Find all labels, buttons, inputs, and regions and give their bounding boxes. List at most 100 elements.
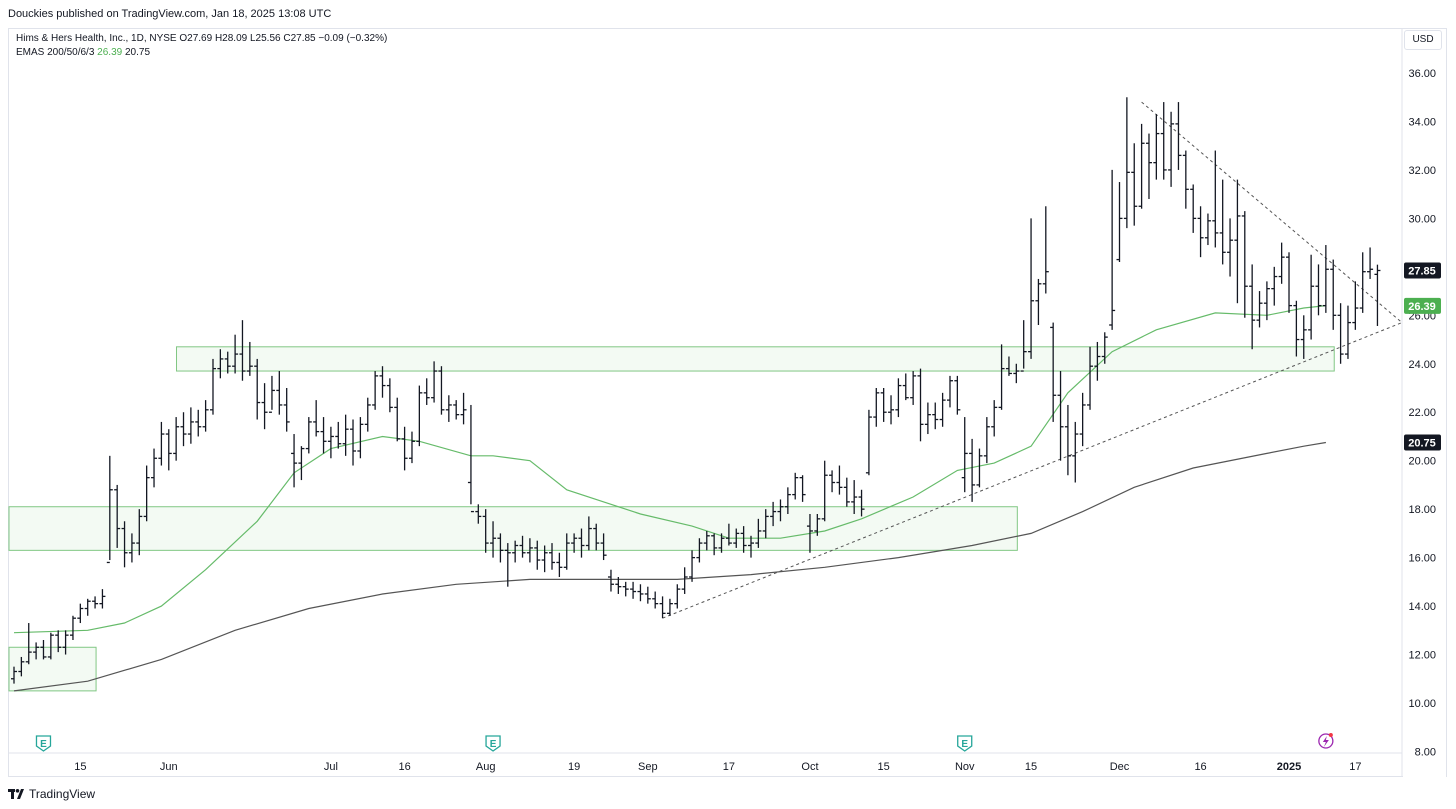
ohlc-bar bbox=[1227, 218, 1234, 277]
time-tick-label: 15 bbox=[1025, 761, 1037, 773]
ohlc-bar bbox=[1050, 322, 1057, 422]
ohlc-bar bbox=[1249, 264, 1256, 350]
ohlc-bar bbox=[25, 623, 32, 665]
ohlc-bar bbox=[1271, 266, 1278, 306]
ohlc-bar bbox=[121, 521, 128, 568]
ohlc-bar bbox=[969, 438, 976, 502]
ohlc-bar bbox=[762, 509, 769, 539]
ohlc-bar bbox=[1197, 206, 1204, 258]
ohlc-bar bbox=[556, 552, 563, 577]
price-tick-label: 10.00 bbox=[1408, 698, 1436, 710]
ohlc-bar bbox=[1168, 111, 1175, 187]
ema-label: EMAS 200/50/6/3 bbox=[16, 47, 95, 58]
ohlc-bar bbox=[1064, 404, 1071, 476]
ohlc-bar bbox=[821, 460, 828, 522]
ohlc-bar bbox=[740, 526, 747, 553]
ohlc-bar bbox=[946, 375, 953, 408]
ohlc-bar bbox=[298, 446, 305, 481]
time-tick-label: 17 bbox=[1349, 761, 1361, 773]
time-tick-label: Oct bbox=[801, 761, 818, 773]
ohlc-bar bbox=[961, 417, 968, 493]
ohlc-bar bbox=[829, 470, 836, 493]
ohlc-bar bbox=[62, 630, 69, 655]
ohlc-bar bbox=[806, 514, 813, 553]
ohlc-bar bbox=[748, 535, 754, 558]
ohlc-bar bbox=[1286, 252, 1293, 313]
ohlc-bar bbox=[939, 392, 946, 427]
ohlc-bar bbox=[482, 509, 489, 553]
time-tick-label: 2025 bbox=[1277, 761, 1301, 773]
ohlc-bar bbox=[84, 598, 91, 616]
ohlc-bar bbox=[799, 475, 806, 502]
ohlc-bar bbox=[11, 666, 17, 684]
ohlc-bar bbox=[283, 388, 290, 432]
ohlc-bar bbox=[232, 334, 239, 374]
axis-mask bbox=[1403, 757, 1446, 777]
ohlc-bar bbox=[836, 465, 843, 495]
price-tag-label-ema50: 26.39 bbox=[1408, 301, 1436, 313]
ohlc-bar bbox=[460, 392, 467, 425]
ohlc-bar bbox=[401, 426, 408, 471]
ohlc-bar bbox=[497, 533, 504, 563]
ohlc-bar bbox=[1374, 264, 1381, 326]
ohlc-bar bbox=[873, 388, 880, 427]
ohlc-bar bbox=[777, 499, 784, 522]
ohlc-bar bbox=[40, 640, 47, 660]
ohlc-bar bbox=[408, 431, 415, 464]
earnings-marker-icon bbox=[957, 735, 973, 752]
chart-frame bbox=[8, 28, 1447, 777]
ohlc-bar bbox=[335, 421, 342, 449]
ohlc-bar bbox=[394, 397, 401, 442]
ohlc-bar bbox=[696, 538, 703, 563]
ohlc-bar bbox=[888, 395, 895, 425]
price-tag-label-last: 27.85 bbox=[1408, 265, 1436, 277]
ohlc-bar bbox=[1190, 184, 1197, 233]
ohlc-bar bbox=[644, 586, 651, 604]
price-tick-label: 16.00 bbox=[1408, 553, 1436, 565]
ohlc-bar bbox=[1079, 392, 1086, 447]
ohlc-bar bbox=[350, 419, 357, 466]
ohlc-bar bbox=[1315, 264, 1322, 316]
ema-legend-line: EMAS 200/50/6/3 26.39 20.75 bbox=[16, 46, 387, 60]
ohlc-bar bbox=[342, 414, 349, 456]
ohlc-bar bbox=[1204, 213, 1211, 246]
ohlc-bar bbox=[1219, 179, 1226, 265]
price-tick-label: 12.00 bbox=[1408, 650, 1436, 662]
earnings-marker-icon bbox=[485, 735, 501, 752]
footer-brand[interactable]: TradingView bbox=[29, 787, 96, 801]
price-tick-label: 14.00 bbox=[1408, 601, 1436, 613]
ohlc-bar bbox=[954, 375, 961, 415]
ohlc-bar bbox=[504, 543, 511, 587]
ema200-line bbox=[13, 441, 1326, 692]
price-tick-label: 24.00 bbox=[1408, 359, 1436, 371]
ohlc-bar bbox=[622, 581, 629, 597]
ohlc-bar bbox=[195, 409, 202, 437]
ohlc-bar bbox=[1212, 150, 1219, 248]
ohlc-bar bbox=[254, 358, 261, 420]
ohlc-bar bbox=[217, 349, 224, 379]
ohlc-bar bbox=[99, 589, 106, 609]
ohlc-bar bbox=[983, 417, 990, 464]
ohlc-bar bbox=[607, 569, 614, 592]
ohlc-bar bbox=[1116, 182, 1123, 262]
ohlc-bar bbox=[718, 533, 725, 553]
time-tick-label: Nov bbox=[955, 761, 975, 773]
time-tick-label: 15 bbox=[74, 761, 86, 773]
ohlc-bar bbox=[843, 477, 850, 507]
top-bar: Douckies published on TradingView.com, J… bbox=[0, 0, 1456, 28]
ema50-legend-value: 26.39 bbox=[97, 47, 123, 58]
price-tick-label: 20.00 bbox=[1408, 456, 1436, 468]
ohlc-bar bbox=[733, 528, 740, 548]
ohlc-bar bbox=[703, 530, 710, 551]
ohlc-bar bbox=[519, 535, 526, 558]
ohlc-bar bbox=[490, 521, 497, 558]
time-tick-label: Sep bbox=[638, 761, 658, 773]
time-tick-label: 15 bbox=[878, 761, 890, 773]
ohlc-bar bbox=[1138, 123, 1145, 209]
ohlc-bar bbox=[128, 533, 135, 563]
ohlc-bar bbox=[593, 523, 600, 551]
price-tick-label: 34.00 bbox=[1408, 116, 1436, 128]
currency-button[interactable]: USD bbox=[1404, 30, 1442, 50]
ohlc-bar bbox=[261, 383, 268, 430]
